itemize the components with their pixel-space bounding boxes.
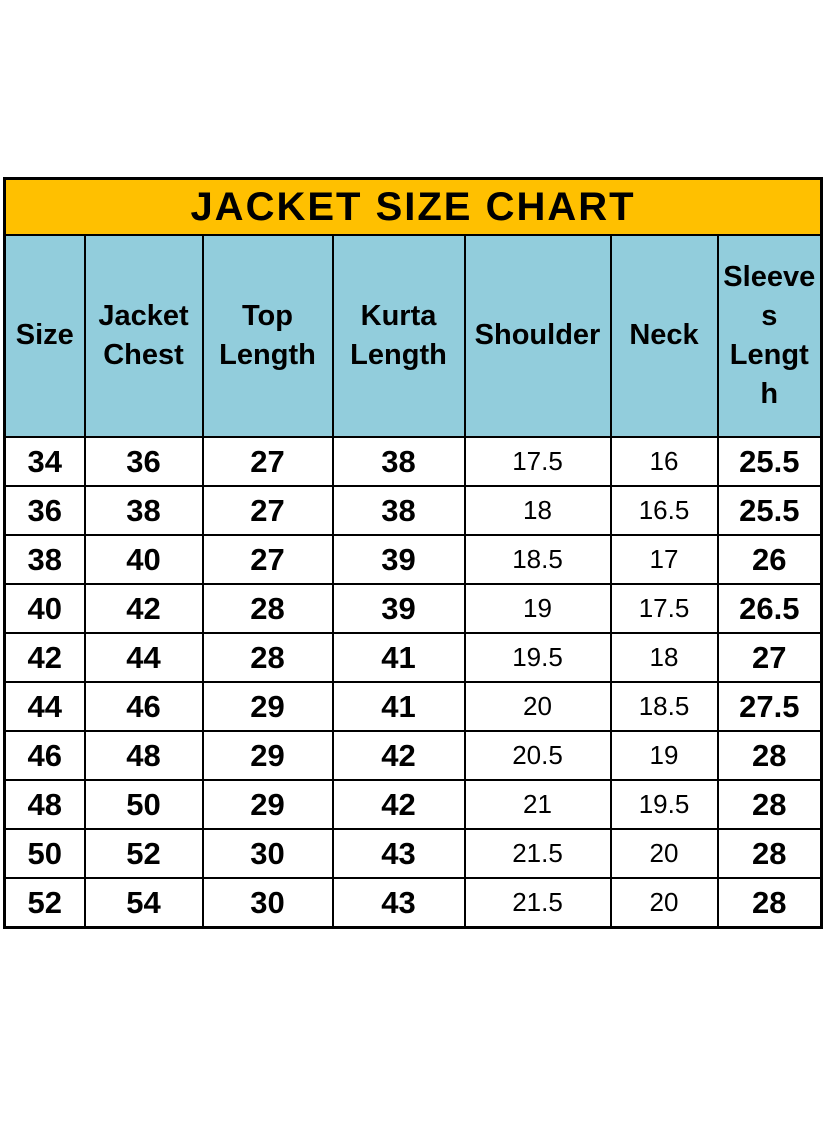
cell: 18.5	[609, 681, 719, 732]
column-header-kurta-length: Kurta Length	[331, 234, 466, 438]
cell: 26.5	[716, 583, 823, 634]
cell: 17	[609, 534, 719, 585]
table-row: 38 40 27 39 18.5 17 26	[3, 534, 823, 585]
cell: 28	[201, 583, 334, 634]
table-row: 42 44 28 41 19.5 18 27	[3, 632, 823, 683]
cell: 27	[201, 534, 334, 585]
jacket-size-chart-table: JACKET SIZE CHART Size Jacket Chest Top Le…	[3, 177, 823, 929]
table-row: 40 42 28 39 19 17.5 26.5	[3, 583, 823, 634]
table-row: 48 50 29 42 21 19.5 28	[3, 779, 823, 830]
cell: 41	[331, 681, 466, 732]
cell: 38	[331, 436, 466, 487]
cell: 50	[83, 779, 204, 830]
cell: 17.5	[609, 583, 719, 634]
cell: 46	[83, 681, 204, 732]
column-header-neck: Neck	[609, 234, 719, 438]
cell: 20.5	[463, 730, 612, 781]
cell: 18	[609, 632, 719, 683]
cell: 18.5	[463, 534, 612, 585]
column-header-shoulder: Shoulder	[463, 234, 612, 438]
cell: 21	[463, 779, 612, 830]
column-header-jacket-chest: Jacket Chest	[83, 234, 204, 438]
table-row: 52 54 30 43 21.5 20 28	[3, 877, 823, 929]
cell: 44	[83, 632, 204, 683]
cell: 19.5	[609, 779, 719, 830]
table-row: 50 52 30 43 21.5 20 28	[3, 828, 823, 879]
cell: 38	[3, 534, 86, 585]
table-row: 34 36 27 38 17.5 16 25.5	[3, 436, 823, 487]
cell: 43	[331, 877, 466, 929]
cell: 41	[331, 632, 466, 683]
column-header-top-length: Top Length	[201, 234, 334, 438]
cell: 29	[201, 730, 334, 781]
cell: 27	[201, 485, 334, 536]
cell: 36	[83, 436, 204, 487]
table-body: 34 36 27 38 17.5 16 25.5 36 38 27 38 18 16.5 25.5 38 40…	[3, 436, 823, 929]
cell: 19	[463, 583, 612, 634]
cell: 50	[3, 828, 86, 879]
table-row: 36 38 27 38 18 16.5 25.5	[3, 485, 823, 536]
cell: 29	[201, 681, 334, 732]
cell: 34	[3, 436, 86, 487]
cell: 20	[609, 877, 719, 929]
cell: 27.5	[716, 681, 823, 732]
header-row: Size Jacket Chest Top Length Kurta Length Sh…	[3, 234, 823, 438]
cell: 29	[201, 779, 334, 830]
cell: 48	[3, 779, 86, 830]
cell: 52	[83, 828, 204, 879]
cell: 28	[716, 730, 823, 781]
cell: 25.5	[716, 485, 823, 536]
cell: 43	[331, 828, 466, 879]
chart-title: JACKET SIZE CHART	[3, 177, 823, 236]
cell: 46	[3, 730, 86, 781]
table-head: JACKET SIZE CHART Size Jacket Chest Top Le…	[3, 177, 823, 438]
table-row: 44 46 29 41 20 18.5 27.5	[3, 681, 823, 732]
cell: 44	[3, 681, 86, 732]
cell: 28	[716, 828, 823, 879]
cell: 27	[201, 436, 334, 487]
cell: 30	[201, 877, 334, 929]
cell: 38	[83, 485, 204, 536]
table-row: 46 48 29 42 20.5 19 28	[3, 730, 823, 781]
cell: 42	[331, 779, 466, 830]
cell: 39	[331, 534, 466, 585]
cell: 16	[609, 436, 719, 487]
cell: 39	[331, 583, 466, 634]
cell: 42	[83, 583, 204, 634]
title-row: JACKET SIZE CHART	[3, 177, 823, 236]
cell: 28	[201, 632, 334, 683]
column-header-size: Size	[3, 234, 86, 438]
cell: 36	[3, 485, 86, 536]
cell: 25.5	[716, 436, 823, 487]
cell: 21.5	[463, 828, 612, 879]
cell: 27	[716, 632, 823, 683]
cell: 40	[3, 583, 86, 634]
cell: 20	[463, 681, 612, 732]
cell: 17.5	[463, 436, 612, 487]
column-header-sleeves-length: Sleeves Length	[716, 234, 823, 438]
cell: 42	[3, 632, 86, 683]
cell: 54	[83, 877, 204, 929]
cell: 21.5	[463, 877, 612, 929]
cell: 19	[609, 730, 719, 781]
cell: 40	[83, 534, 204, 585]
cell: 42	[331, 730, 466, 781]
cell: 28	[716, 779, 823, 830]
cell: 26	[716, 534, 823, 585]
cell: 30	[201, 828, 334, 879]
cell: 18	[463, 485, 612, 536]
cell: 28	[716, 877, 823, 929]
cell: 48	[83, 730, 204, 781]
cell: 19.5	[463, 632, 612, 683]
cell: 52	[3, 877, 86, 929]
cell: 38	[331, 485, 466, 536]
cell: 16.5	[609, 485, 719, 536]
cell: 20	[609, 828, 719, 879]
